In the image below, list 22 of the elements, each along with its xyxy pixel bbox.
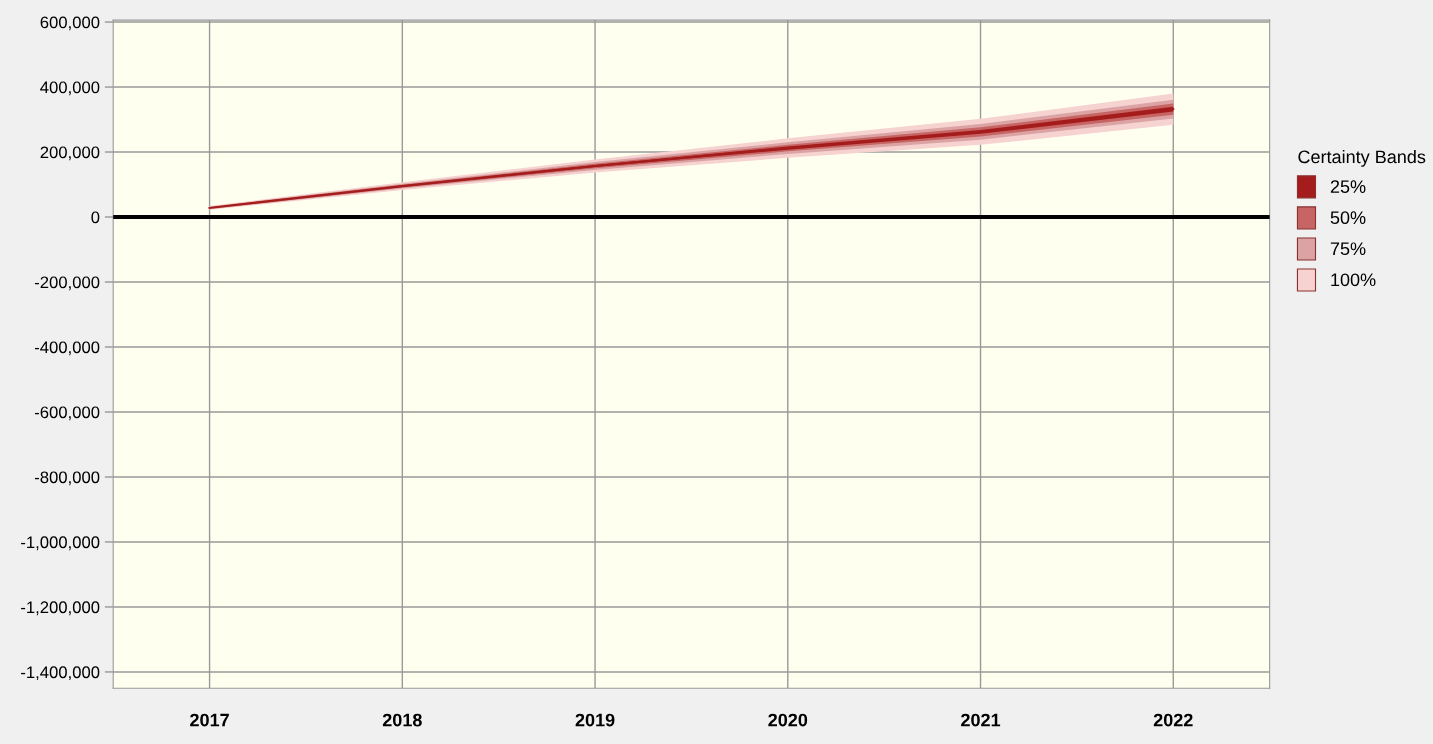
y-tick-label: -600,000 — [34, 406, 100, 421]
y-tick-label: -800,000 — [34, 471, 100, 486]
x-tick-label: 2019 — [575, 713, 615, 727]
y-tick-label: 600,000 — [40, 16, 100, 31]
y-tick-label: -1,400,000 — [21, 666, 100, 681]
y-tick-label: -200,000 — [34, 276, 100, 291]
legend-label: 75% — [1330, 242, 1366, 256]
x-tick-label: 2022 — [1153, 713, 1193, 727]
x-tick-label: 2020 — [768, 713, 808, 727]
y-tick-label: -1,000,000 — [21, 536, 100, 551]
y-tick-label: 0 — [91, 211, 100, 224]
legend-label: 25% — [1330, 180, 1366, 193]
y-tick-label: 400,000 — [40, 81, 100, 96]
y-tick-label: -400,000 — [34, 341, 100, 356]
x-tick-label: 2017 — [190, 713, 229, 727]
x-tick-label: 2018 — [382, 713, 422, 727]
y-tick-label: -1,200,000 — [21, 601, 100, 616]
y-tick-label: 200,000 — [40, 146, 100, 161]
legend-label: 50% — [1330, 211, 1366, 225]
legend-label: 100% — [1331, 273, 1376, 287]
legend-title: Certainty Bands — [1298, 149, 1426, 167]
x-tick-label: 2021 — [961, 713, 1001, 727]
